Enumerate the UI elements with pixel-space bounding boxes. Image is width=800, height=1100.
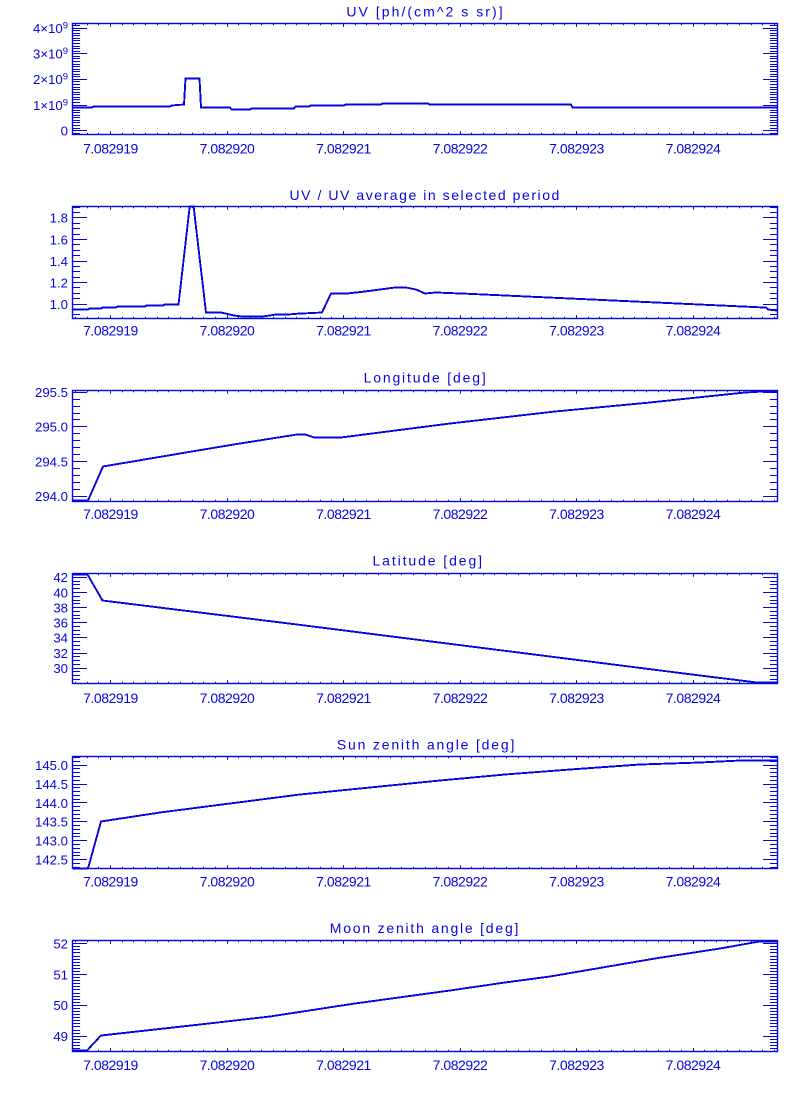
svg-text:7.082922: 7.082922 (433, 323, 488, 339)
svg-text:295.0: 295.0 (35, 420, 68, 435)
svg-text:1.2: 1.2 (50, 275, 68, 290)
svg-text:2×109: 2×109 (33, 72, 68, 88)
svg-text:7.082919: 7.082919 (83, 873, 138, 889)
svg-text:295.5: 295.5 (35, 385, 68, 400)
svg-text:50: 50 (53, 998, 68, 1013)
svg-text:143.0: 143.0 (35, 834, 68, 849)
svg-text:7.082919: 7.082919 (83, 1057, 138, 1073)
svg-text:7.082921: 7.082921 (316, 690, 371, 706)
svg-text:7.082921: 7.082921 (316, 140, 371, 156)
svg-text:40: 40 (53, 585, 68, 600)
svg-text:3×109: 3×109 (33, 46, 68, 62)
svg-text:38: 38 (53, 600, 68, 615)
svg-text:7.082922: 7.082922 (433, 1057, 488, 1073)
svg-text:7.082924: 7.082924 (666, 1057, 721, 1073)
svg-text:294.0: 294.0 (35, 489, 68, 504)
svg-text:7.082919: 7.082919 (83, 323, 138, 339)
svg-text:7.082920: 7.082920 (200, 873, 255, 889)
svg-text:7.082919: 7.082919 (83, 140, 138, 156)
svg-text:7.082921: 7.082921 (316, 1057, 371, 1073)
svg-text:7.082919: 7.082919 (83, 690, 138, 706)
svg-text:7.082920: 7.082920 (200, 506, 255, 522)
svg-text:7.082923: 7.082923 (549, 506, 604, 522)
svg-text:42: 42 (53, 570, 68, 585)
svg-text:7.082924: 7.082924 (666, 873, 721, 889)
svg-text:7.082921: 7.082921 (316, 323, 371, 339)
svg-text:52: 52 (53, 937, 68, 952)
svg-text:7.082920: 7.082920 (200, 1057, 255, 1073)
svg-text:7.082923: 7.082923 (549, 323, 604, 339)
svg-text:294.5: 294.5 (35, 454, 68, 469)
svg-text:Sun zenith angle [deg]: Sun zenith angle [deg] (337, 736, 516, 752)
svg-text:1.8: 1.8 (50, 211, 68, 226)
svg-text:7.082924: 7.082924 (666, 506, 721, 522)
svg-text:144.0: 144.0 (35, 796, 68, 811)
svg-text:1.4: 1.4 (50, 254, 68, 269)
svg-text:7.082924: 7.082924 (666, 690, 721, 706)
svg-text:7.082923: 7.082923 (549, 873, 604, 889)
svg-text:7.082922: 7.082922 (433, 873, 488, 889)
svg-text:7.082922: 7.082922 (433, 506, 488, 522)
svg-text:7.082922: 7.082922 (433, 140, 488, 156)
svg-text:1.6: 1.6 (50, 232, 68, 247)
svg-text:30: 30 (53, 661, 68, 676)
svg-text:7.082920: 7.082920 (200, 323, 255, 339)
svg-text:34: 34 (53, 631, 68, 646)
svg-text:4×109: 4×109 (33, 21, 68, 37)
svg-text:Moon zenith angle [deg]: Moon zenith angle [deg] (330, 920, 520, 936)
svg-text:7.082921: 7.082921 (316, 873, 371, 889)
svg-text:145.0: 145.0 (35, 758, 68, 773)
svg-text:Latitude [deg]: Latitude [deg] (372, 553, 483, 569)
svg-text:49: 49 (53, 1029, 68, 1044)
svg-text:7.082919: 7.082919 (83, 506, 138, 522)
svg-text:7.082924: 7.082924 (666, 140, 721, 156)
svg-text:36: 36 (53, 616, 68, 631)
svg-text:142.5: 142.5 (35, 853, 68, 868)
svg-text:7.082924: 7.082924 (666, 323, 721, 339)
svg-text:0: 0 (61, 123, 68, 138)
svg-text:32: 32 (53, 646, 68, 661)
svg-text:7.082920: 7.082920 (200, 140, 255, 156)
svg-text:1×109: 1×109 (33, 97, 68, 113)
svg-text:7.082923: 7.082923 (549, 690, 604, 706)
svg-text:UV [ph/(cm^2 s sr)]: UV [ph/(cm^2 s sr)] (346, 4, 504, 20)
svg-text:7.082920: 7.082920 (200, 690, 255, 706)
svg-text:7.082921: 7.082921 (316, 506, 371, 522)
svg-text:7.082923: 7.082923 (549, 140, 604, 156)
svg-text:51: 51 (53, 967, 68, 982)
svg-text:1.0: 1.0 (50, 297, 68, 312)
svg-text:144.5: 144.5 (35, 777, 68, 792)
svg-text:143.5: 143.5 (35, 815, 68, 830)
svg-text:Longitude [deg]: Longitude [deg] (364, 369, 488, 385)
svg-text:UV / UV average in selected pe: UV / UV average in selected period (290, 187, 561, 203)
svg-text:7.082923: 7.082923 (549, 1057, 604, 1073)
svg-text:7.082922: 7.082922 (433, 690, 488, 706)
